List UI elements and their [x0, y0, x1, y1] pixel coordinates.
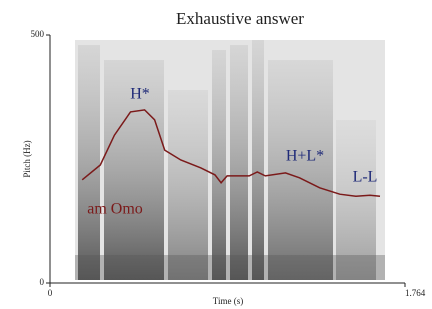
- y-tick-label: 500: [31, 29, 45, 39]
- y-tick-label: 0: [40, 277, 45, 287]
- x-axis-label: Time (s): [213, 296, 243, 306]
- spectrogram: [75, 40, 385, 280]
- chart-title: Exhaustive answer: [176, 9, 304, 28]
- annotation: H+L*: [286, 148, 324, 165]
- chart: Exhaustive answer Time (s) Pitch (Hz) 0 5…: [0, 0, 432, 309]
- y-axis-label: Pitch (Hz): [22, 140, 32, 177]
- annotation: L-L: [353, 169, 378, 186]
- page: {"chart_data": {"type": "line", "title":…: [0, 0, 432, 309]
- x-tick-label: 1.764: [405, 288, 426, 298]
- x-tick-label: 0: [48, 288, 53, 298]
- annotation: am Omo: [87, 201, 143, 218]
- annotation: H*: [130, 86, 150, 103]
